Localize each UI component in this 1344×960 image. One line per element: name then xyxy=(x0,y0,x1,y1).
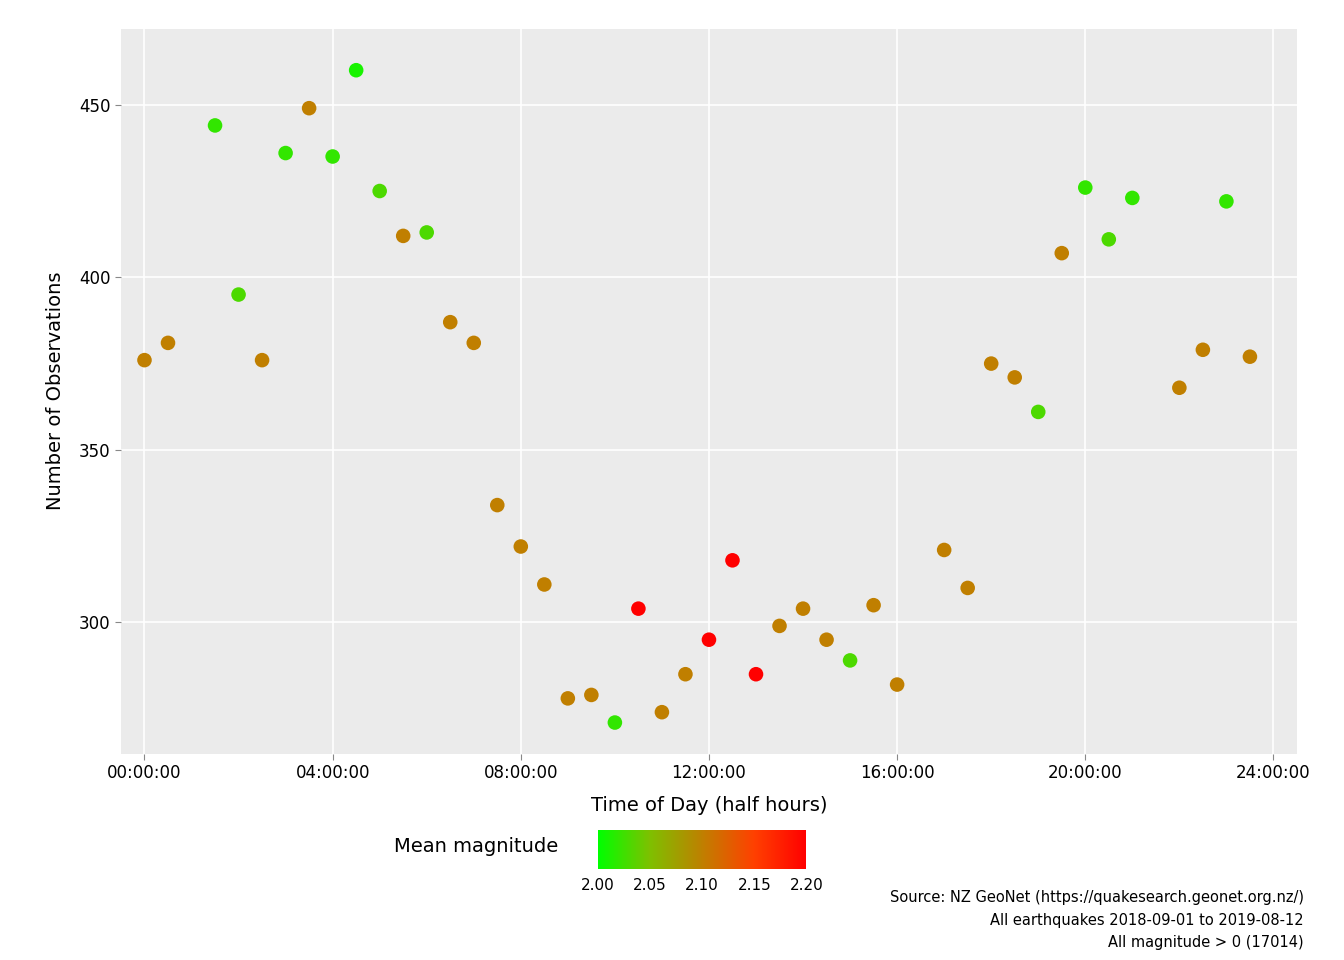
Point xyxy=(933,542,954,558)
Point xyxy=(556,690,578,706)
Y-axis label: Number of Observations: Number of Observations xyxy=(46,272,65,511)
Point xyxy=(628,601,649,616)
Point xyxy=(1215,194,1236,209)
Point xyxy=(981,356,1003,372)
Point xyxy=(274,145,296,160)
Point xyxy=(1074,180,1095,195)
Point xyxy=(345,62,367,78)
Point xyxy=(392,228,414,244)
Point xyxy=(863,597,884,612)
Point xyxy=(1004,370,1025,385)
Point xyxy=(650,705,672,720)
Point xyxy=(1121,190,1142,205)
Point xyxy=(439,315,461,330)
Point xyxy=(417,225,438,240)
Point xyxy=(957,580,978,595)
Point xyxy=(699,632,720,647)
Point xyxy=(298,101,320,116)
Point xyxy=(581,687,602,703)
Point xyxy=(368,183,390,199)
Point xyxy=(1098,231,1120,247)
Point xyxy=(1168,380,1189,396)
Point xyxy=(1051,246,1073,261)
Point xyxy=(1192,342,1214,357)
Point xyxy=(251,352,273,368)
Point xyxy=(321,149,343,164)
Point xyxy=(157,335,179,350)
Text: Source: NZ GeoNet (https://quakesearch.geonet.org.nz/)
All earthquakes 2018-09-0: Source: NZ GeoNet (https://quakesearch.g… xyxy=(890,890,1304,950)
Point xyxy=(675,666,696,682)
Point xyxy=(462,335,484,350)
Point xyxy=(745,666,766,682)
X-axis label: Time of Day (half hours): Time of Day (half hours) xyxy=(591,796,827,815)
Point xyxy=(509,539,531,554)
Point xyxy=(839,653,860,668)
Point xyxy=(1027,404,1048,420)
Point xyxy=(487,497,508,513)
Point xyxy=(769,618,790,634)
Point xyxy=(603,715,625,731)
Point xyxy=(1239,349,1261,365)
Text: Mean magnitude: Mean magnitude xyxy=(394,837,558,856)
Point xyxy=(133,352,155,368)
Point xyxy=(204,118,226,133)
Point xyxy=(722,553,743,568)
Point xyxy=(887,677,909,692)
Point xyxy=(227,287,250,302)
Point xyxy=(816,632,837,647)
Point xyxy=(792,601,813,616)
Point xyxy=(534,577,555,592)
